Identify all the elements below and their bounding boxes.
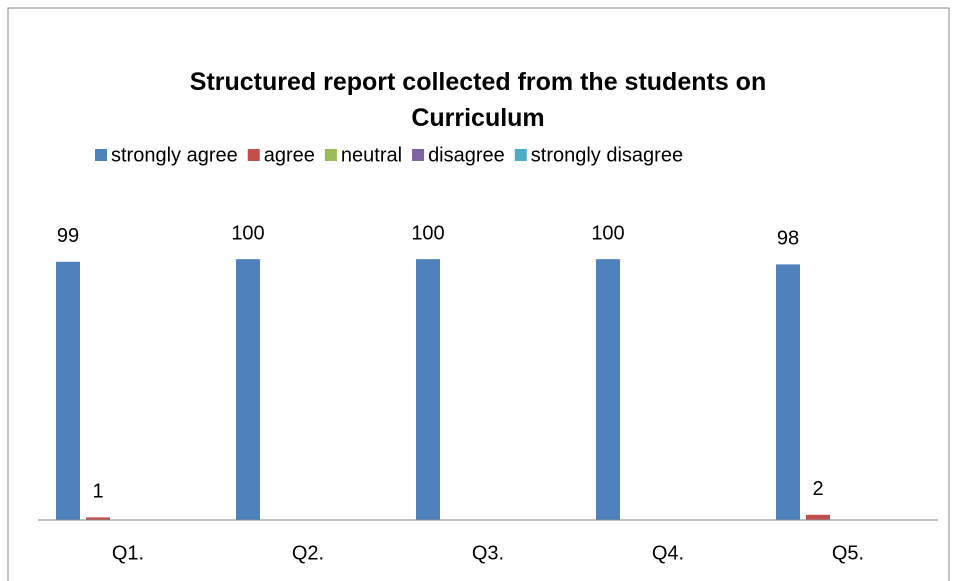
- x-tick-label: Q1.: [112, 542, 144, 564]
- bar: [416, 259, 440, 520]
- legend-label: neutral: [341, 144, 402, 166]
- legend-label: strongly agree: [111, 144, 238, 166]
- data-label: 2: [812, 478, 823, 500]
- legend-swatch: [324, 149, 337, 161]
- bar: [56, 261, 80, 520]
- x-tick-label: Q2.: [292, 542, 324, 564]
- legend-swatch: [95, 149, 107, 161]
- chart-border: [7, 7, 950, 581]
- bar: [596, 259, 620, 520]
- bar: [236, 259, 260, 520]
- legend-swatch: [247, 149, 260, 161]
- chart-title: Structured report collected from the stu…: [189, 68, 767, 132]
- bar: [806, 514, 830, 520]
- legend-label: strongly disagree: [531, 144, 683, 166]
- x-tick-label: Q3.: [472, 542, 504, 564]
- x-tick-label: Q5.: [832, 542, 864, 564]
- data-label: 1: [92, 481, 103, 503]
- data-label: 100: [591, 222, 624, 244]
- bar: [776, 264, 800, 520]
- data-label: 99: [57, 225, 79, 247]
- legend-swatch: [412, 149, 425, 161]
- bar: [86, 517, 110, 520]
- legend-label: disagree: [428, 144, 505, 166]
- data-label: 98: [777, 228, 799, 250]
- data-label: 100: [231, 222, 264, 244]
- x-tick-label: Q4.: [652, 542, 684, 564]
- legend-label: agree: [264, 144, 315, 166]
- legend-swatch: [514, 149, 527, 161]
- data-label: 100: [411, 222, 444, 244]
